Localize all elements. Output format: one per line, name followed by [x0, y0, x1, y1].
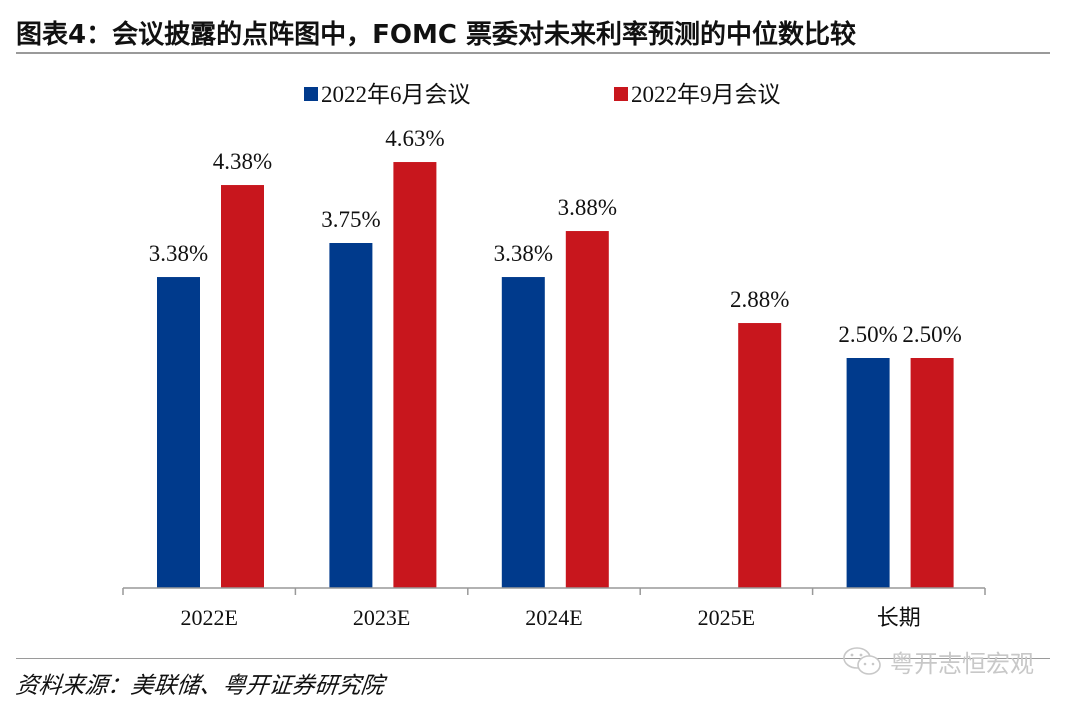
- bar-september-0: [221, 185, 264, 589]
- bar-june-0: [157, 277, 200, 588]
- legend-label-june: 2022年6月会议: [321, 82, 471, 107]
- value-label: 4.38%: [213, 149, 272, 174]
- bar-september-2: [565, 231, 609, 589]
- source-note: 资料来源：美联储、粤开证券研究院: [14, 673, 386, 699]
- value-labels: 3.38%4.38%3.75%4.63%3.38%3.88%2.88%2.50%…: [149, 126, 962, 347]
- wechat-icon: [843, 646, 881, 675]
- category-label: 2022E: [180, 605, 237, 630]
- bar-june-2: [501, 277, 545, 588]
- value-label: 2.88%: [730, 287, 789, 312]
- category-labels: 2022E 2023E 2024E 2025E 长期: [180, 605, 920, 630]
- x-axis: [122, 587, 986, 595]
- value-label: 2.50%: [902, 322, 961, 347]
- bar-september-1: [393, 162, 437, 589]
- category-label: 长期: [877, 605, 921, 630]
- watermark: 粤开志恒宏观: [842, 644, 1034, 679]
- category-label: 2024E: [525, 605, 582, 630]
- bar-june-1: [329, 243, 373, 588]
- value-label: 3.38%: [149, 241, 208, 266]
- bar-september-4: [910, 358, 954, 588]
- legend-swatch-june: [304, 87, 318, 101]
- chart-title: 图表4：会议披露的点阵图中，FOMC 票委对未来利率预测的中位数比较: [16, 20, 856, 50]
- bar-june-4: [846, 358, 890, 588]
- footer-divider: [16, 658, 1050, 659]
- category-label: 2025E: [698, 605, 755, 630]
- value-label: 3.75%: [321, 207, 380, 232]
- title-divider: [16, 52, 1050, 54]
- legend-swatch-september: [614, 87, 628, 101]
- bar-september-3: [738, 323, 782, 588]
- watermark-text: 粤开志恒宏观: [890, 650, 1034, 678]
- category-label: 2023E: [353, 605, 410, 630]
- legend: 2022年6月会议 2022年9月会议: [304, 82, 781, 107]
- legend-label-september: 2022年9月会议: [631, 82, 781, 107]
- value-label: 3.88%: [558, 195, 617, 220]
- value-label: 2.50%: [838, 322, 897, 347]
- value-label: 3.38%: [494, 241, 553, 266]
- value-label: 4.63%: [385, 126, 444, 151]
- bars: [157, 162, 954, 589]
